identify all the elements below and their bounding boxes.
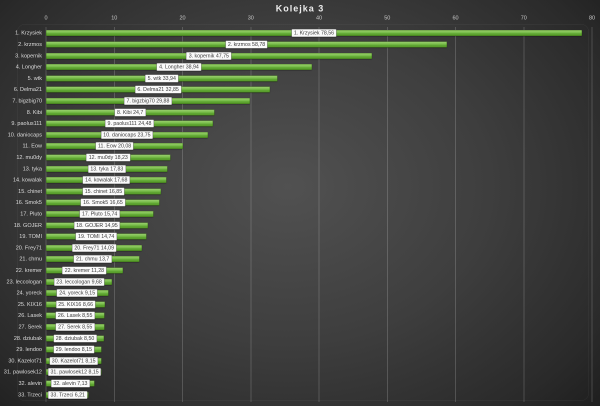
category-label: 24. yoreck bbox=[16, 290, 42, 297]
category-label: 4. Longher bbox=[15, 64, 42, 71]
gridline bbox=[318, 27, 320, 402]
category-label: 5. wtk bbox=[27, 75, 42, 82]
plot-frame bbox=[17, 24, 589, 401]
category-label: 20. Frey71 bbox=[15, 244, 42, 251]
data-label: 28. dziubak 8,50 bbox=[53, 334, 97, 343]
category-label: 31. pawlosek12 bbox=[3, 369, 42, 376]
data-label: 29. lendoo 8,15 bbox=[53, 345, 95, 354]
data-label: 27. Serek 8,55 bbox=[55, 322, 95, 331]
data-label: 23. leccologan 9,68 bbox=[53, 277, 105, 286]
category-label: 3. kopernik bbox=[15, 52, 42, 59]
category-label: 23. leccologan bbox=[6, 278, 42, 285]
data-label: 31. pawlosek12 8,15 bbox=[48, 368, 102, 377]
data-label: 13. tyka 17,83 bbox=[87, 164, 126, 173]
category-label: 2. krzmos bbox=[18, 41, 42, 48]
data-label: 19. TOMI 14,74 bbox=[75, 232, 117, 241]
gridline bbox=[591, 27, 593, 402]
data-label: 30. Kazelot71 8,15 bbox=[49, 356, 99, 365]
category-label: 8. Kibi bbox=[26, 109, 42, 116]
category-label: 26. Lasek bbox=[18, 312, 42, 319]
gridline bbox=[386, 27, 388, 402]
category-label: 22. kremer bbox=[15, 267, 42, 274]
data-label: 12. mu0dy 18,23 bbox=[86, 153, 131, 162]
category-label: 6. Delma21 bbox=[13, 86, 42, 93]
data-label: 21. chmu 13,7 bbox=[73, 255, 112, 264]
category-label: 33. Trzeci bbox=[18, 391, 42, 398]
category-label: 15. chinet bbox=[18, 188, 42, 195]
category-label: 1. Krzysiek bbox=[15, 30, 42, 37]
category-label: 21. chmu bbox=[19, 256, 42, 263]
data-label: 6. Delma21 32,85 bbox=[134, 85, 182, 94]
chart-title: Kolejka 3 bbox=[275, 3, 325, 14]
x-axis-tick-label: 80 bbox=[588, 15, 596, 21]
x-axis-tick-label: 50 bbox=[384, 15, 391, 21]
x-axis-tick-label: 60 bbox=[452, 15, 459, 21]
gridline bbox=[455, 27, 456, 402]
category-label: 10. daniocaps bbox=[7, 131, 42, 138]
category-label: 32. alevin bbox=[18, 380, 42, 387]
category-label: 28. dziubak bbox=[13, 335, 42, 342]
data-label: 1. Krzysiek 78,56 bbox=[291, 29, 337, 38]
data-label: 7. bigzbig70 29,88 bbox=[123, 96, 172, 105]
data-label: 24. yoreck 9,15 bbox=[56, 289, 98, 298]
gridline bbox=[250, 27, 252, 402]
data-label: 2. krzmos 58,78 bbox=[225, 40, 268, 49]
category-label: 27. Serek bbox=[18, 323, 42, 330]
x-axis-tick-label: 30 bbox=[247, 15, 254, 21]
data-label: 10. daniocaps 23,75 bbox=[100, 130, 154, 139]
gridline bbox=[182, 27, 183, 402]
data-label: 11. Eow 20,08 bbox=[95, 142, 134, 151]
data-label: 17. Pluto 15,74 bbox=[79, 209, 120, 218]
data-label: 8. Kibi 24,7 bbox=[114, 108, 146, 117]
category-label: 12. mu0dy bbox=[16, 154, 42, 161]
x-axis-tick-label: 10 bbox=[111, 15, 118, 21]
data-label: 18. GOJER 14,95 bbox=[73, 221, 121, 230]
x-axis-tick-label: 40 bbox=[315, 15, 323, 21]
data-label: 20. Frey71 14,09 bbox=[71, 243, 117, 252]
data-label: 16. Smok5 16,65 bbox=[80, 198, 126, 207]
data-label: 14. kowalak 17,68 bbox=[82, 176, 130, 185]
category-label: 30. Kazelot71 bbox=[8, 357, 42, 364]
category-label: 16. Smok5 bbox=[15, 199, 42, 206]
category-label: 17. Pluto bbox=[20, 210, 42, 217]
category-label: 25. KIX16 bbox=[17, 301, 42, 308]
data-label: 22. kremer 11,28 bbox=[62, 266, 107, 275]
category-label: 11. Eow bbox=[22, 143, 42, 150]
category-label: 7. bigzbig70 bbox=[12, 97, 42, 104]
category-label: 19. TOMI bbox=[19, 233, 42, 240]
x-axis-tick-label: 20 bbox=[179, 15, 186, 21]
data-label: 3. kopernik 47,75 bbox=[186, 51, 232, 60]
data-label: 4. Longher 38,94 bbox=[156, 63, 202, 72]
data-label: 33. Trzeci 6,21 bbox=[48, 390, 88, 399]
category-label: 29. lendoo bbox=[16, 346, 42, 353]
category-label: 18. GOJER bbox=[13, 222, 42, 229]
data-label: 15. chinet 16,85 bbox=[82, 187, 125, 196]
category-label: 9. paolus111 bbox=[11, 120, 42, 127]
category-label: 13. tyka bbox=[22, 165, 42, 172]
x-axis-tick-label: 70 bbox=[520, 15, 527, 21]
data-label: 5. wtk 33,94 bbox=[145, 74, 179, 83]
data-label: 25. KIX16 8,66 bbox=[55, 300, 96, 309]
data-label: 32. alevin 7,13 bbox=[50, 379, 90, 388]
x-axis-tick-label: 0 bbox=[44, 15, 48, 21]
data-label: 26. Lasek 8,55 bbox=[55, 311, 95, 320]
category-label: 14. kowalak bbox=[12, 177, 42, 184]
data-label: 9. paolus111 24,48 bbox=[105, 119, 154, 128]
gridline bbox=[523, 27, 525, 402]
